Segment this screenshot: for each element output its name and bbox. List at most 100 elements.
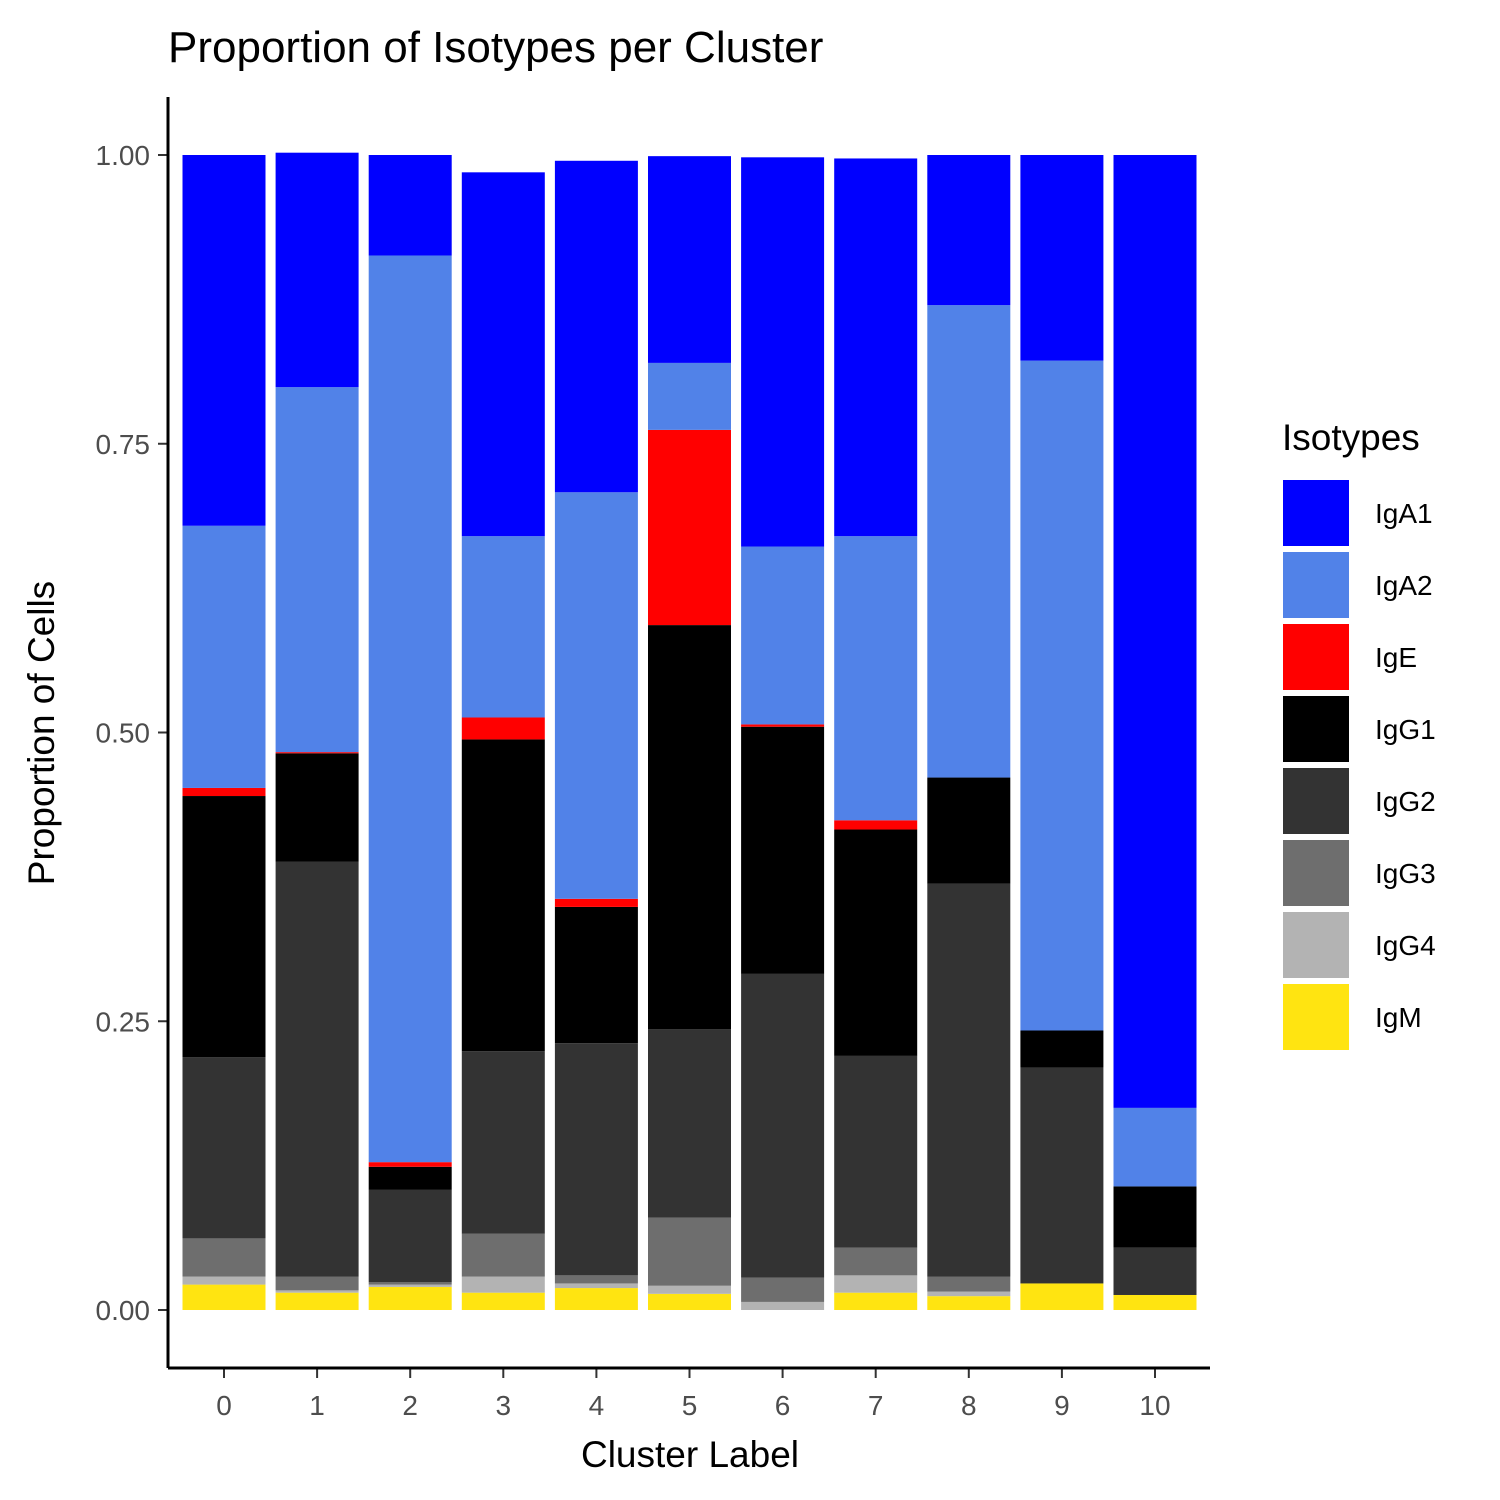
y-tick-label: 0.00: [96, 1295, 151, 1326]
bar-segment-igm-cluster-3: [461, 1292, 545, 1310]
bar-segment-igg3-cluster-4: [554, 1275, 638, 1284]
bar-segment-igg2-cluster-6: [741, 973, 825, 1278]
bar-segment-iga1-cluster-0: [182, 155, 266, 526]
bar-segment-igg1-cluster-6: [741, 726, 825, 974]
y-tick-label: 0.50: [96, 718, 151, 749]
bar-segment-igm-cluster-7: [834, 1292, 918, 1310]
bar-segment-igg3-cluster-2: [368, 1282, 452, 1285]
bar-segment-iga1-cluster-5: [648, 156, 731, 363]
bar-segment-igg4-cluster-0: [182, 1276, 266, 1285]
bar-segment-igg2-cluster-5: [648, 1029, 731, 1218]
bar-segment-iga1-cluster-1: [275, 152, 359, 388]
legend-label-iga2: IgA2: [1375, 570, 1433, 601]
bar-segment-igg4-cluster-6: [741, 1301, 825, 1310]
bar-segment-igg1-cluster-10: [1113, 1186, 1197, 1248]
bar-segment-iga1-cluster-2: [368, 155, 452, 256]
legend-swatch-iga2: [1283, 552, 1349, 618]
bar-segment-iga2-cluster-7: [834, 536, 918, 821]
bar-segment-igg4-cluster-4: [554, 1283, 638, 1289]
bar-segment-igg2-cluster-0: [182, 1057, 266, 1239]
bar-segment-iga2-cluster-4: [554, 492, 638, 899]
bar-segment-igm-cluster-9: [1020, 1283, 1104, 1310]
x-tick-label: 9: [1054, 1390, 1070, 1421]
bar-segment-igm-cluster-10: [1113, 1294, 1197, 1310]
bar-segment-igm-cluster-1: [275, 1292, 359, 1310]
y-axis-ticks: 0.00 0.25 0.50 0.75 1.00: [96, 140, 168, 1326]
y-axis-title: Proportion of Cells: [21, 581, 62, 885]
bar-segment-igg3-cluster-0: [182, 1238, 266, 1277]
bar-segment-iga2-cluster-5: [648, 362, 731, 430]
bar-segment-igg2-cluster-7: [834, 1055, 918, 1248]
bar-segment-igg3-cluster-7: [834, 1247, 918, 1276]
bar-segment-iga2-cluster-3: [461, 536, 545, 718]
bar-segment-igg2-cluster-1: [275, 861, 359, 1277]
bar-segment-ige-cluster-3: [461, 717, 545, 740]
legend: IgA1 IgA2 IgE IgG1 IgG2 IgG3 IgG4 IgM: [1283, 480, 1436, 1050]
bar-segment-igg1-cluster-4: [554, 906, 638, 1044]
bar-segment-igg3-cluster-1: [275, 1276, 359, 1291]
x-tick-label: 1: [309, 1390, 325, 1421]
x-tick-label: 3: [496, 1390, 512, 1421]
legend-label-iga1: IgA1: [1375, 498, 1433, 529]
x-tick-label: 5: [682, 1390, 698, 1421]
y-tick-label: 1.00: [96, 140, 151, 171]
bar-segment-igg1-cluster-9: [1020, 1030, 1104, 1068]
bar-segment-igg3-cluster-5: [648, 1217, 731, 1286]
bar-segment-igm-cluster-8: [927, 1296, 1011, 1310]
bar-segment-igg4-cluster-2: [368, 1284, 452, 1287]
x-tick-label: 7: [868, 1390, 884, 1421]
bar-segment-iga1-cluster-8: [927, 155, 1011, 306]
bar-segment-igg4-cluster-5: [648, 1285, 731, 1294]
bar-segment-iga1-cluster-6: [741, 157, 825, 547]
bar-segment-igg4-cluster-8: [927, 1291, 1011, 1297]
bar-segment-iga2-cluster-9: [1020, 360, 1104, 1031]
bar-segment-iga2-cluster-10: [1113, 1107, 1197, 1187]
legend-title: Isotypes: [1282, 417, 1420, 458]
bar-segment-iga2-cluster-8: [927, 305, 1011, 778]
bar-segment-igg1-cluster-5: [648, 625, 731, 1030]
bar-segment-igg1-cluster-1: [275, 753, 359, 862]
bar-segment-ige-cluster-7: [834, 820, 918, 830]
x-tick-label: 6: [775, 1390, 791, 1421]
bar-segment-ige-cluster-6: [741, 724, 825, 727]
bar-segment-ige-cluster-0: [182, 787, 266, 797]
y-tick-label: 0.75: [96, 429, 151, 460]
legend-swatch-igm: [1283, 984, 1349, 1050]
x-tick-label: 2: [402, 1390, 418, 1421]
bar-segment-igg2-cluster-3: [461, 1051, 545, 1234]
chart-title: Proportion of Isotypes per Cluster: [168, 23, 823, 72]
bar-segment-igg2-cluster-4: [554, 1043, 638, 1276]
bar-segment-iga2-cluster-6: [741, 546, 825, 725]
bar-segment-iga1-cluster-9: [1020, 155, 1104, 361]
bar-segment-igg4-cluster-7: [834, 1275, 918, 1293]
bar-segment-igm-cluster-2: [368, 1286, 452, 1310]
legend-swatch-iga1: [1283, 480, 1349, 546]
bar-segment-igg3-cluster-3: [461, 1233, 545, 1277]
legend-label-igg1: IgG1: [1375, 714, 1436, 745]
bar-segment-igg1-cluster-2: [368, 1166, 452, 1190]
legend-label-igg4: IgG4: [1375, 930, 1436, 961]
legend-swatch-igg3: [1283, 840, 1349, 906]
bar-segment-iga2-cluster-2: [368, 255, 452, 1163]
bar-segment-igg3-cluster-6: [741, 1277, 825, 1302]
legend-swatch-igg1: [1283, 696, 1349, 762]
bar-segment-igg2-cluster-10: [1113, 1247, 1197, 1295]
bar-segment-igg2-cluster-9: [1020, 1067, 1104, 1284]
y-tick-label: 0.25: [96, 1006, 151, 1037]
bar-segment-iga1-cluster-7: [834, 158, 918, 537]
bar-segment-iga2-cluster-0: [182, 525, 266, 788]
bar-segment-ige-cluster-1: [275, 752, 359, 754]
bar-segment-igm-cluster-4: [554, 1288, 638, 1310]
bar-segment-ige-cluster-4: [554, 898, 638, 907]
legend-label-igg3: IgG3: [1375, 858, 1436, 889]
bar-segment-iga1-cluster-10: [1113, 155, 1197, 1108]
bar-segment-igg1-cluster-8: [927, 777, 1011, 884]
bar-segment-iga1-cluster-4: [554, 160, 638, 493]
x-tick-label: 10: [1139, 1390, 1170, 1421]
bar-segment-igm-cluster-5: [648, 1293, 731, 1310]
x-axis-title: Cluster Label: [581, 1434, 799, 1475]
bar-segment-ige-cluster-5: [648, 429, 731, 626]
bar-segment-igg4-cluster-1: [275, 1290, 359, 1293]
bar-segment-igg2-cluster-2: [368, 1189, 452, 1283]
